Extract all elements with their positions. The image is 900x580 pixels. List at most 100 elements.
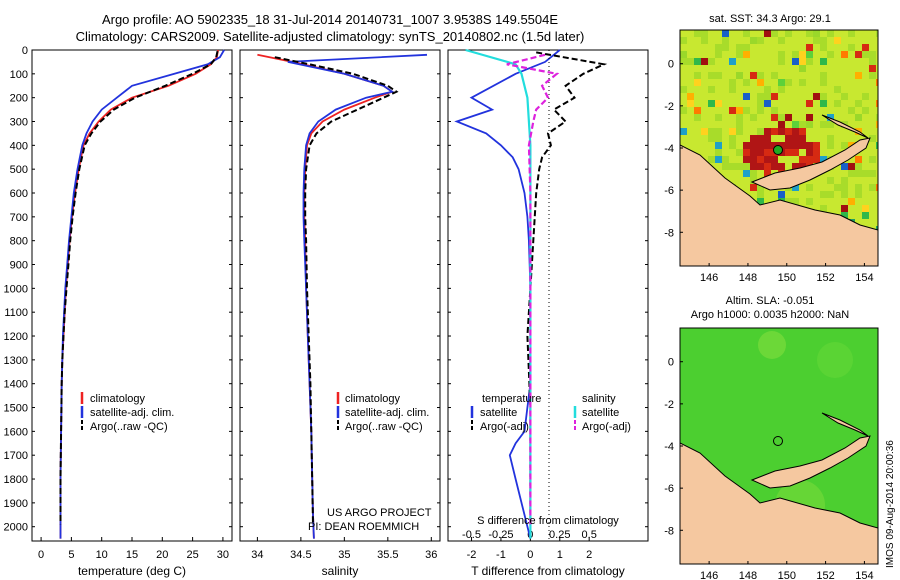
map-lon-label: 150 — [778, 272, 796, 284]
x-tick-label: 34.5 — [290, 549, 311, 561]
depth-tick-label: 1800 — [4, 474, 28, 486]
sst-cell — [687, 58, 694, 65]
sst-cell — [862, 93, 869, 100]
sst-cell — [757, 198, 764, 205]
sst-cell — [778, 114, 785, 121]
sst-cell — [722, 44, 729, 51]
sst-cell — [799, 142, 806, 149]
sst-cell — [743, 156, 750, 163]
x-tick-label: 25 — [186, 549, 198, 561]
s-tick-label: 0.5 — [582, 529, 597, 541]
sst-cell — [771, 72, 778, 79]
sst-cell — [764, 86, 771, 93]
sst-cell — [799, 121, 806, 128]
sst-cell — [785, 198, 792, 205]
sst-cell — [771, 156, 778, 163]
legend-label: Argo(..raw -QC) — [345, 421, 423, 433]
sst-cell — [820, 121, 827, 128]
sst-cell — [841, 93, 848, 100]
x-tick-label: -2 — [467, 549, 477, 561]
depth-tick-label: 1400 — [4, 379, 28, 391]
sst-cell — [687, 100, 694, 107]
sst-cell — [806, 121, 813, 128]
legend-title-temperature: temperature — [482, 393, 541, 405]
sst-cell — [750, 37, 757, 44]
sst-cell — [680, 86, 687, 93]
sst-cell — [715, 135, 722, 142]
sst-cell — [813, 37, 820, 44]
sst-cell — [694, 79, 701, 86]
sst-cell — [855, 114, 862, 121]
temperature-x-axis: 0 5 10 15 20 25 30 — [38, 537, 229, 561]
sst-cell — [841, 212, 848, 219]
sst-cell — [841, 184, 848, 191]
sst-cell — [806, 30, 813, 37]
sst-map-title: sat. SST: 34.3 Argo: 29.1 — [709, 13, 831, 25]
legend-label: satellite — [582, 407, 619, 419]
sst-cell — [778, 191, 785, 198]
sst-cell — [729, 107, 736, 114]
sst-cell — [862, 51, 869, 58]
map-lat-label: -8 — [664, 227, 674, 239]
map-lon-label: 154 — [855, 272, 873, 284]
sst-cell — [757, 191, 764, 198]
salinity-series — [257, 53, 428, 539]
map-lon-label: 154 — [855, 570, 873, 580]
x-tick-label: -1 — [496, 549, 506, 561]
sst-cell — [750, 163, 757, 170]
sst-cell — [708, 58, 715, 65]
sst-cell — [820, 72, 827, 79]
depth-tick-label: 200 — [10, 93, 28, 105]
sst-cell — [862, 170, 869, 177]
sst-cell — [757, 93, 764, 100]
sst-cell — [792, 128, 799, 135]
figure-title-line2: Climatology: CARS2009. Satellite-adjuste… — [76, 29, 585, 44]
credit-project: US ARGO PROJECT — [327, 507, 432, 519]
sst-cell — [750, 72, 757, 79]
sst-cell — [792, 51, 799, 58]
x-tick-label: 30 — [217, 549, 229, 561]
sst-cell — [848, 163, 855, 170]
map-lat-label: -8 — [664, 525, 674, 537]
land-new-britain — [750, 435, 871, 489]
map-lat-label: 0 — [668, 59, 674, 71]
sst-cell — [806, 184, 813, 191]
series-line-temperature-satellite — [454, 49, 561, 539]
sst-cell — [736, 72, 743, 79]
sst-cell — [743, 149, 750, 156]
sst-cell — [771, 93, 778, 100]
sst-cell — [799, 58, 806, 65]
difference-xlabel: T difference from climatology — [471, 564, 625, 578]
sst-cell — [764, 163, 771, 170]
sst-cell — [680, 107, 687, 114]
sst-cell — [848, 44, 855, 51]
sst-cell — [876, 142, 878, 149]
sst-cell — [806, 156, 813, 163]
legend-label: Argo(-adj) — [480, 421, 529, 433]
sst-cell — [715, 51, 722, 58]
x-tick-label: 35 — [338, 549, 350, 561]
sst-cell — [799, 79, 806, 86]
depth-tick-label: 500 — [10, 164, 28, 176]
sst-cell — [694, 58, 701, 65]
depth-tick-label: 400 — [10, 140, 28, 152]
sst-cell — [771, 128, 778, 135]
sst-cell — [827, 30, 834, 37]
depth-tick-label: 100 — [10, 69, 28, 81]
sst-cell — [694, 30, 701, 37]
sst-cell — [876, 100, 878, 107]
map-lon-label: 152 — [816, 570, 834, 580]
sst-cell — [827, 191, 834, 198]
sst-cell — [764, 30, 771, 37]
sst-cell — [715, 149, 722, 156]
series-line-satellite-adj-clim- — [287, 53, 428, 539]
sst-cell — [701, 37, 708, 44]
sst-cell — [743, 30, 750, 37]
sst-cell — [778, 51, 785, 58]
series-line-salinity-argo-adj- — [506, 53, 560, 525]
sst-cell — [771, 114, 778, 121]
series-line-argo-raw-qc- — [59, 50, 219, 525]
sst-cell — [708, 156, 715, 163]
sst-cell — [736, 51, 743, 58]
sst-cell — [715, 156, 722, 163]
